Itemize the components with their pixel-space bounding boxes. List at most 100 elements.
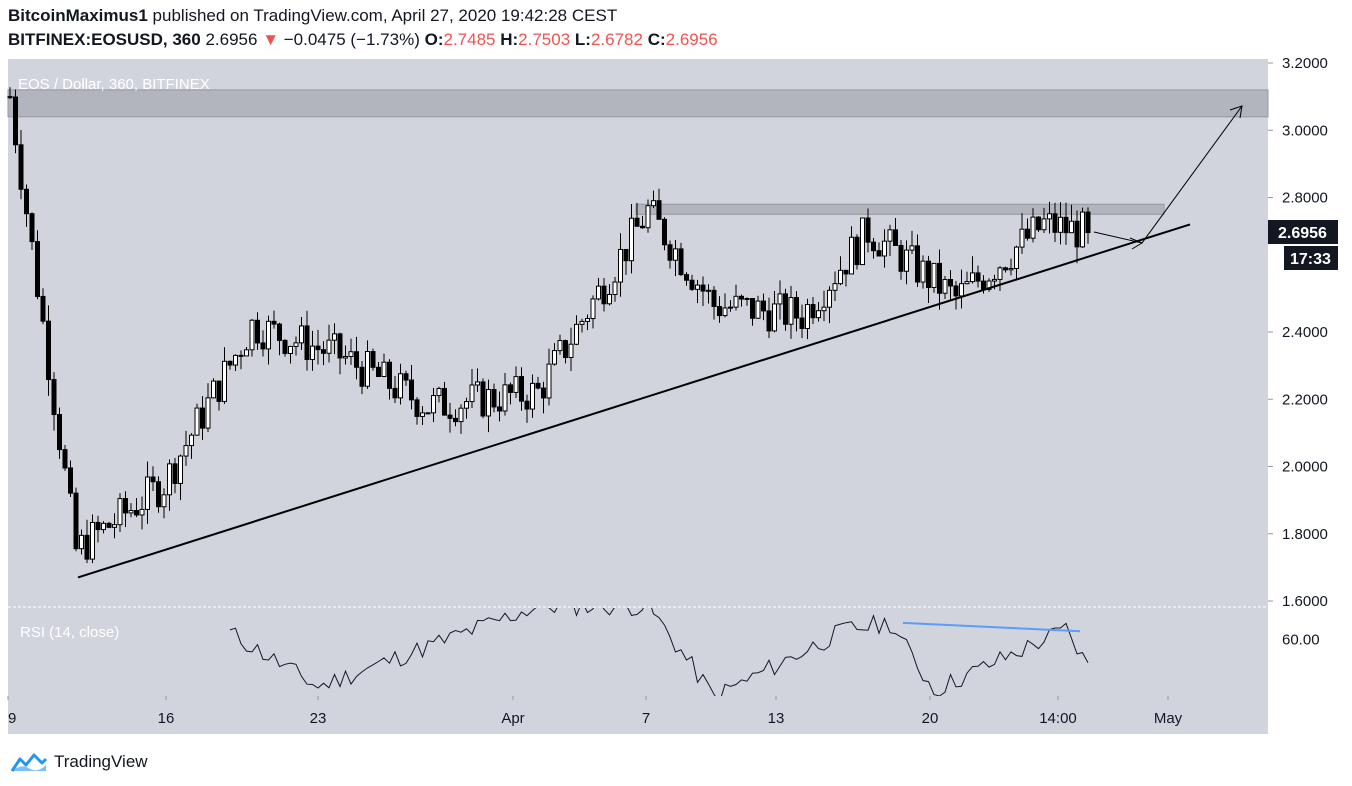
ascending-trendline[interactable] xyxy=(77,223,1191,579)
candle-body xyxy=(46,320,51,381)
candle-body xyxy=(893,229,898,246)
rsi-line xyxy=(229,608,1089,696)
tradingview-logo-icon xyxy=(10,753,48,772)
x-tick-label: May xyxy=(1154,710,1183,727)
price-chart[interactable]: 3.2000 3.0000 2.8000 2.4000 2.2000 2.0000 1.80… xyxy=(0,56,1352,746)
candle-body xyxy=(271,320,277,325)
candle-body xyxy=(211,380,216,399)
candle-body xyxy=(304,325,310,361)
x-tick-label: 14:00 xyxy=(1039,710,1077,727)
candle-body xyxy=(860,217,865,266)
candle-body xyxy=(172,463,178,484)
candle-body xyxy=(667,244,673,261)
candle-body xyxy=(51,379,57,416)
publish-info: BitcoinMaximus1 published on TradingView… xyxy=(8,6,617,26)
footer-brand[interactable]: TradingView xyxy=(54,752,148,771)
candle-body xyxy=(761,300,766,312)
y-tick-label: 1.8000 xyxy=(1282,526,1328,543)
candle-body xyxy=(453,417,458,423)
chart-title: EOS / Dollar, 360, BITFINEX xyxy=(18,76,210,93)
candle-body xyxy=(7,96,13,99)
candle-body xyxy=(920,260,926,283)
x-tick-label: 16 xyxy=(158,710,175,727)
x-tick-label: 23 xyxy=(310,710,327,727)
candle-body xyxy=(695,284,700,290)
ohlc-legend: BITFINEX:EOSUSD, 360 2.6956 ▼ −0.0475 (−… xyxy=(8,30,718,50)
candle-body xyxy=(612,281,618,296)
candle-body xyxy=(744,298,750,301)
candle-body xyxy=(898,244,904,272)
candle-body xyxy=(717,306,722,317)
candle-body xyxy=(733,295,739,308)
candle-body xyxy=(590,298,596,320)
candle-body xyxy=(975,272,981,282)
high-label: H: xyxy=(500,30,519,49)
candle-body xyxy=(750,298,755,319)
candle-body xyxy=(414,399,420,417)
time-axis[interactable] xyxy=(8,696,1268,734)
y-tick-label: 3.2000 xyxy=(1282,56,1328,72)
candle-body xyxy=(321,349,326,354)
candle-body xyxy=(266,320,271,350)
candle-body xyxy=(662,218,667,246)
candle-body xyxy=(156,481,161,508)
candle-body xyxy=(772,303,777,332)
candle-body xyxy=(398,373,403,399)
price-marker xyxy=(1268,220,1338,244)
candle-body xyxy=(233,354,238,366)
author-name[interactable]: BitcoinMaximus1 xyxy=(8,6,148,25)
candle-body xyxy=(150,476,156,483)
candle-body xyxy=(216,380,222,402)
open-label: O: xyxy=(424,30,444,49)
candle-body xyxy=(62,449,68,469)
candle-body xyxy=(123,498,128,514)
y-tick-label: 1.6000 xyxy=(1282,593,1328,610)
candle-body xyxy=(1008,267,1014,271)
countdown-marker xyxy=(1284,246,1338,270)
candle-body xyxy=(227,360,233,366)
candle-body xyxy=(865,217,871,243)
candle-body xyxy=(689,279,695,290)
symbol-label[interactable]: BITFINEX:EOSUSD, 360 xyxy=(8,30,201,49)
y-tick-label: 2.8000 xyxy=(1282,190,1328,207)
candle-body xyxy=(651,200,656,207)
candle-body xyxy=(821,306,827,312)
resistance-zone[interactable] xyxy=(7,89,1269,118)
candle-body xyxy=(711,289,717,308)
price-axis[interactable] xyxy=(1268,59,1344,734)
rsi-label: RSI (14, close) xyxy=(20,624,119,641)
candle-body xyxy=(288,345,293,354)
candle-body xyxy=(117,498,123,526)
candle-body xyxy=(1063,216,1069,234)
candle-body xyxy=(799,317,805,330)
close-value: 2.6956 xyxy=(665,30,718,49)
candle-body xyxy=(486,389,491,417)
last-price: 2.6956 xyxy=(205,30,258,49)
candle-body xyxy=(491,389,497,408)
candle-body xyxy=(1069,220,1074,234)
candle-body xyxy=(40,295,46,322)
candle-body xyxy=(1058,216,1063,233)
candle-body xyxy=(464,401,469,409)
candle-body xyxy=(354,351,359,368)
candle-body xyxy=(810,304,816,319)
arrowhead-icon xyxy=(1229,105,1243,119)
candle-body xyxy=(183,445,189,457)
candle-body xyxy=(337,333,343,359)
rsi-divergence-line[interactable] xyxy=(902,621,1081,633)
candle-body xyxy=(425,412,431,415)
candle-body xyxy=(134,510,139,516)
change-arrow-icon: ▼ xyxy=(262,30,280,49)
candle-body xyxy=(739,295,744,300)
candle-body xyxy=(260,342,266,350)
candle-body xyxy=(244,349,249,357)
candle-body xyxy=(1036,216,1041,231)
resistance-zone[interactable] xyxy=(635,203,1165,215)
candle-body xyxy=(574,323,579,345)
low-value: 2.6782 xyxy=(590,30,643,49)
candle-body xyxy=(458,407,464,423)
candle-body xyxy=(887,229,893,242)
candle-body xyxy=(981,280,986,290)
candle-body xyxy=(909,245,915,251)
candle-body xyxy=(205,397,211,429)
